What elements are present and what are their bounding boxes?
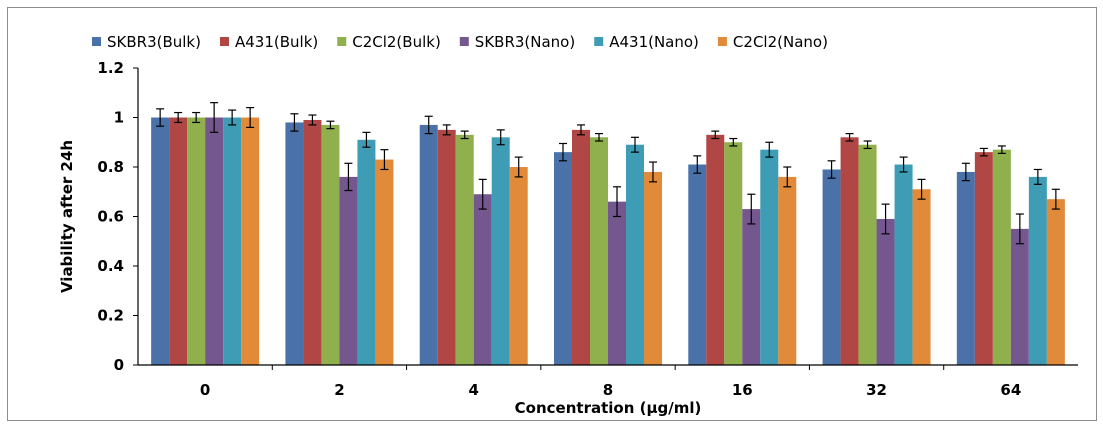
legend-item: SKBR3(Bulk) xyxy=(92,33,201,51)
bar xyxy=(644,171,662,365)
legend-item: C2Cl2(Bulk) xyxy=(337,33,441,51)
legend-label: C2Cl2(Bulk) xyxy=(352,33,441,51)
bar xyxy=(223,117,242,365)
bar xyxy=(688,164,707,365)
bar xyxy=(187,117,206,365)
x-axis-title: Concentration (µg/ml) xyxy=(515,399,702,417)
legend-item: A431(Nano) xyxy=(594,33,699,51)
bar xyxy=(742,209,761,365)
bar xyxy=(974,152,993,365)
bar xyxy=(956,171,975,365)
y-tick-label: 0.4 xyxy=(97,257,124,275)
x-tick-label: 64 xyxy=(1000,381,1021,399)
legend-item: C2Cl2(Nano) xyxy=(717,33,828,51)
legend-label: SKBR3(Nano) xyxy=(475,33,575,51)
x-tick-label: 2 xyxy=(334,381,344,399)
bar xyxy=(491,137,510,365)
bar xyxy=(554,152,572,365)
bar xyxy=(437,129,456,365)
legend-swatch xyxy=(594,37,604,46)
legend-label: SKBR3(Bulk) xyxy=(107,33,201,51)
bar xyxy=(912,189,931,365)
legend-swatch xyxy=(337,37,347,46)
y-axis-title: Viability after 24h xyxy=(58,140,76,293)
bar xyxy=(1046,199,1065,365)
bar xyxy=(285,122,304,365)
bar xyxy=(590,137,608,365)
bar xyxy=(321,124,340,365)
bar xyxy=(572,129,590,365)
legend-swatch xyxy=(219,37,229,46)
x-tick-label: 16 xyxy=(732,381,753,399)
legend-label: A431(Bulk) xyxy=(235,33,318,51)
bar xyxy=(357,139,376,365)
bar xyxy=(1010,228,1029,365)
legend-label: A431(Nano) xyxy=(609,33,699,51)
bar xyxy=(858,144,877,365)
legend-item: A431(Bulk) xyxy=(219,33,318,51)
bar xyxy=(876,218,895,365)
bar xyxy=(778,176,797,365)
bar xyxy=(169,117,188,365)
bar xyxy=(241,117,260,365)
bar xyxy=(822,169,841,365)
bar xyxy=(724,142,743,365)
bar xyxy=(455,134,474,365)
chart-frame: SKBR3(Bulk) A431(Bulk) C2Cl2(Bulk) SKBR3(Na… xyxy=(7,7,1097,421)
y-tick-label: 0.6 xyxy=(97,208,124,226)
legend: SKBR3(Bulk) A431(Bulk) C2Cl2(Bulk) SKBR3(Na… xyxy=(92,33,828,51)
bar xyxy=(626,144,644,365)
x-tick-label: 4 xyxy=(468,381,478,399)
bar xyxy=(706,134,725,365)
x-axis-ticks: 0 2 4 8 16 32 64 xyxy=(200,365,1021,399)
bars xyxy=(151,117,1065,365)
y-tick-label: 1 xyxy=(114,109,124,127)
bar xyxy=(509,167,528,365)
y-tick-label: 1.2 xyxy=(97,59,124,77)
bar xyxy=(840,137,859,365)
bar xyxy=(375,159,394,365)
legend-swatch xyxy=(459,37,469,46)
x-tick-label: 0 xyxy=(200,381,210,399)
bar xyxy=(151,117,170,365)
y-tick-label: 0.2 xyxy=(97,307,124,325)
bar xyxy=(894,164,913,365)
legend-item: SKBR3(Nano) xyxy=(459,33,575,51)
bar xyxy=(419,124,438,365)
bar xyxy=(608,201,626,365)
y-tick-label: 0.8 xyxy=(97,158,124,176)
y-tick-label: 0 xyxy=(114,356,124,374)
x-tick-label: 8 xyxy=(603,381,613,399)
x-tick-label: 32 xyxy=(866,381,887,399)
bar xyxy=(1028,176,1047,365)
bar xyxy=(205,117,224,365)
bar xyxy=(473,194,492,365)
bar-chart: SKBR3(Bulk) A431(Bulk) C2Cl2(Bulk) SKBR3(Na… xyxy=(58,33,1078,417)
bar xyxy=(760,149,779,365)
error-bars xyxy=(156,102,1060,245)
y-axis-ticks: 0 0.2 0.4 0.6 0.8 1 1.2 xyxy=(97,59,138,374)
bar xyxy=(339,176,358,365)
legend-swatch xyxy=(92,37,101,46)
legend-label: C2Cl2(Nano) xyxy=(733,33,828,51)
legend-swatch xyxy=(717,37,727,46)
bar xyxy=(992,149,1011,365)
bar xyxy=(303,119,322,365)
